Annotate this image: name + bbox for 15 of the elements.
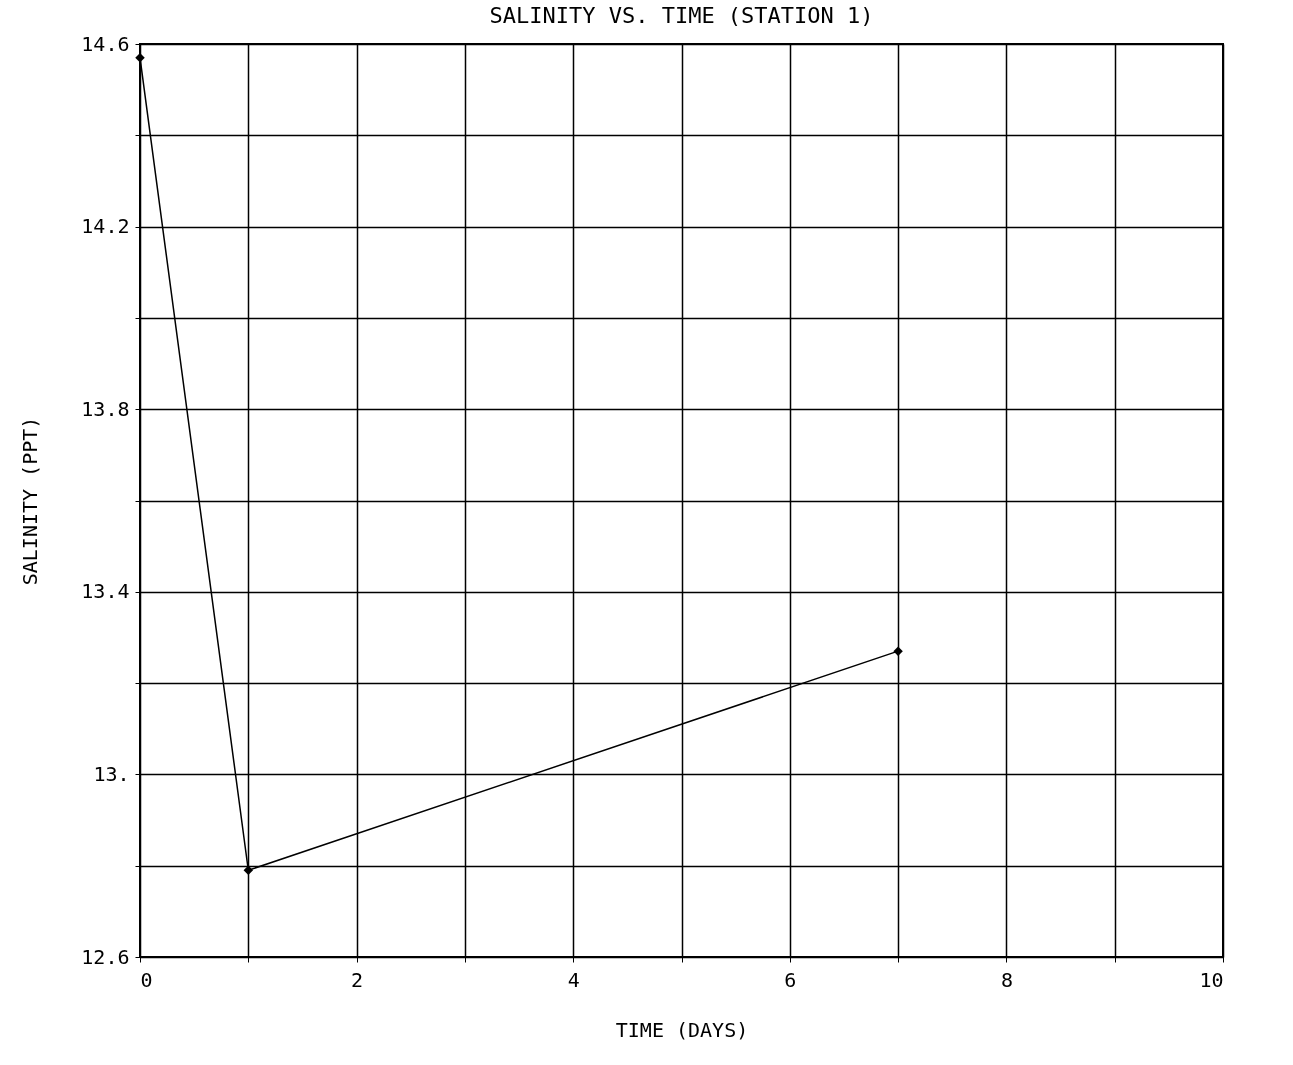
x-tick-label: 10 — [1199, 967, 1224, 992]
y-tick-label: 12.6 — [81, 944, 130, 969]
y-tick-label: 13. — [93, 761, 130, 786]
y-axis-title: SALINITY (PPT) — [18, 416, 43, 586]
y-tick-label: 14.2 — [81, 214, 130, 239]
y-tick-label: 13.8 — [81, 396, 130, 421]
x-tick-label: 2 — [351, 967, 364, 992]
y-tick-label: 13.4 — [81, 579, 130, 604]
x-axis-title: TIME (DAYS) — [615, 1017, 749, 1042]
chart-title: SALINITY VS. TIME (STATION 1) — [489, 3, 874, 28]
x-tick-label: 4 — [567, 967, 580, 992]
x-tick-label: 6 — [784, 967, 797, 992]
x-tick-label: 0 — [140, 967, 153, 992]
x-tick-label: 8 — [1000, 967, 1013, 992]
y-tick-label: 14.6 — [81, 31, 130, 56]
